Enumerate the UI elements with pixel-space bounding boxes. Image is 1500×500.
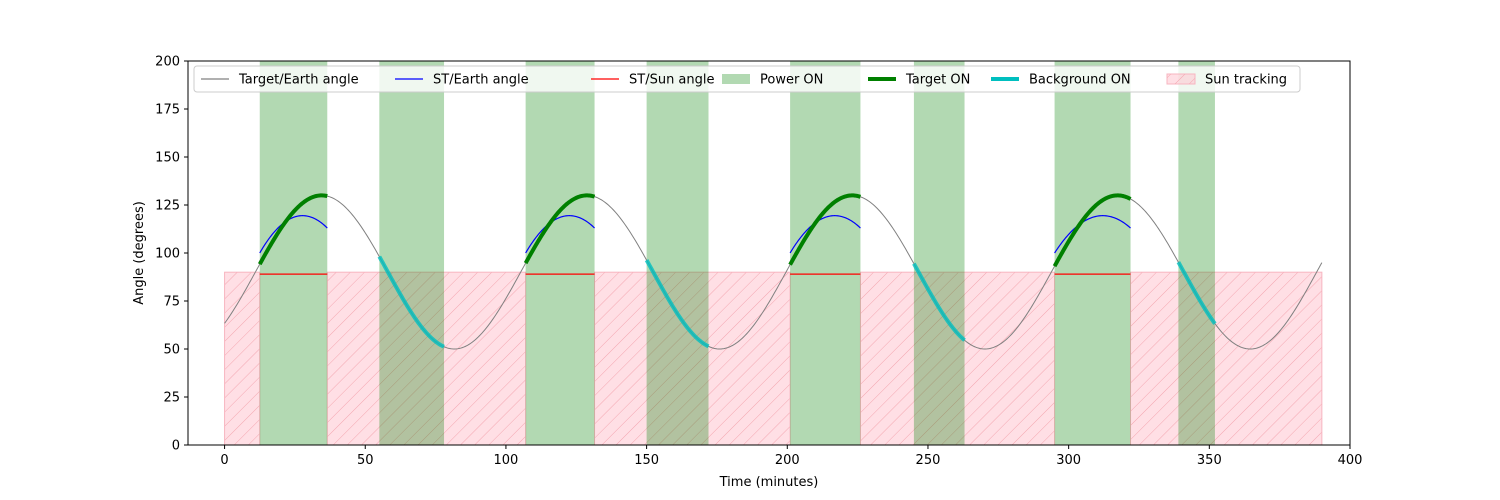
y-tick-label: 75	[163, 295, 180, 310]
power-on-band	[1178, 61, 1215, 445]
data-layer	[224, 61, 1323, 445]
sun-tracking-hatch	[326, 271, 527, 445]
legend-box	[193, 65, 1301, 93]
legend-label: ST/Sun angle	[629, 73, 715, 88]
y-tick-label: 50	[163, 343, 180, 358]
power-on-band	[913, 61, 965, 445]
power-on-band	[1054, 61, 1131, 445]
x-tick-label: 250	[916, 453, 941, 468]
background-on-segment	[912, 262, 966, 342]
y-axis-label: Angle (degrees)	[132, 201, 147, 305]
power-on-band	[259, 61, 328, 445]
target-on-segment	[523, 193, 596, 265]
y-tick-label: 200	[155, 55, 180, 70]
axes-layer: 0 50 100 150 200 250 300 350 400 0 25 50 75 100 125 150…	[155, 55, 1362, 469]
background-on-segment	[644, 259, 710, 349]
sun-tracking-hatch	[224, 271, 261, 445]
st-earth-angle-segment	[525, 215, 595, 254]
y-tick-label: 125	[155, 199, 180, 214]
x-axis-label: Time (minutes)	[719, 475, 819, 490]
st-earth-angle-segment	[259, 215, 328, 254]
legend-label: ST/Earth angle	[433, 73, 529, 88]
power-on-band	[646, 61, 709, 445]
background-on-segment	[377, 255, 445, 349]
y-tick-label: 175	[155, 103, 180, 118]
legend-label: Background ON	[1029, 73, 1131, 88]
target-on-segment	[788, 193, 862, 266]
sun-tracking-hatch	[1130, 271, 1323, 445]
x-tick-label: 50	[357, 453, 374, 468]
legend-item: Target/Earth angle	[201, 73, 359, 88]
sun-tracking-hatch	[859, 271, 1056, 445]
x-tick-label: 200	[775, 453, 800, 468]
y-tick-label: 0	[172, 439, 180, 454]
st-earth-angle-segment	[789, 215, 861, 254]
background-on-segment	[1176, 261, 1217, 325]
x-tick-label: 350	[1197, 453, 1222, 468]
y-tick-label: 25	[163, 391, 180, 406]
x-tick-label: 150	[634, 453, 659, 468]
target-on-segment	[257, 193, 328, 266]
legend-item: Target ON	[868, 73, 970, 88]
x-tick-label: 0	[220, 453, 228, 468]
legend-swatch-patch	[722, 74, 750, 84]
power-on-band	[525, 61, 595, 445]
sun-tracking-hatch	[594, 271, 791, 445]
legend-item: ST/Sun angle	[591, 73, 715, 88]
legend: Target/Earth angle ST/Earth angle ST/Sun a…	[193, 65, 1301, 93]
x-tick-label: 400	[1338, 453, 1363, 468]
target-on-segment	[1052, 193, 1132, 268]
power-on-band	[790, 61, 861, 445]
y-tick-label: 150	[155, 151, 180, 166]
st-earth-angle-segment	[1054, 215, 1131, 254]
x-tick-label: 100	[494, 453, 519, 468]
legend-label: Target/Earth angle	[238, 73, 359, 88]
legend-item: Sun tracking	[1166, 73, 1287, 88]
legend-swatch-hatch	[1167, 74, 1195, 84]
y-tick-label: 100	[155, 247, 180, 262]
legend-label: Power ON	[760, 73, 823, 88]
power-on-band	[379, 61, 445, 445]
legend-label: Target ON	[905, 73, 970, 88]
legend-item: Power ON	[722, 73, 823, 88]
legend-label: Sun tracking	[1205, 73, 1287, 88]
x-tick-label: 300	[1056, 453, 1081, 468]
legend-item: Background ON	[991, 73, 1131, 88]
legend-item: ST/Earth angle	[395, 73, 529, 88]
